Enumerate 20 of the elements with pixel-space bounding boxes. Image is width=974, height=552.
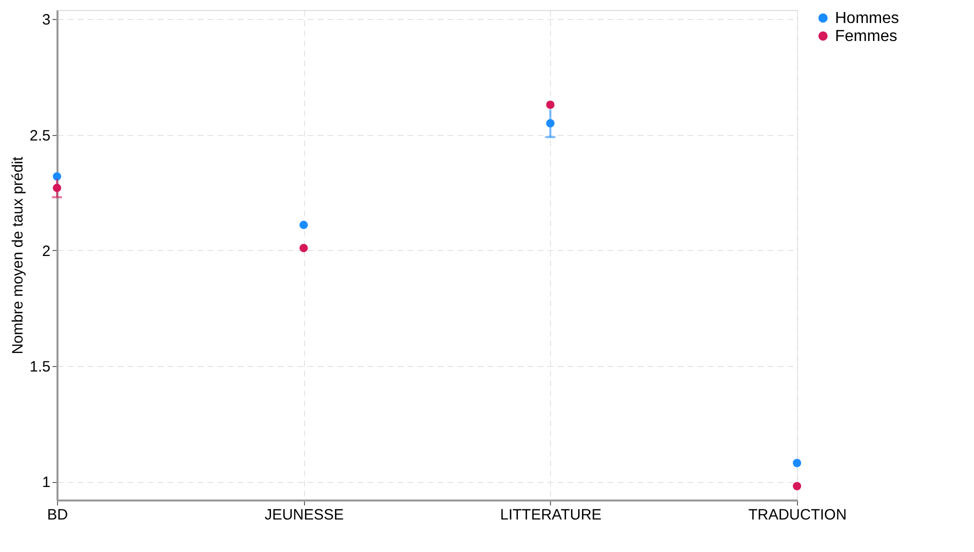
x-tick-label: TRADUCTION: [748, 506, 847, 524]
legend-label: Femmes: [835, 28, 898, 45]
legend-label: Hommes: [835, 10, 900, 27]
y-axis-title: Nombre moyen de taux prédit: [10, 156, 27, 354]
x-tick-label: JEUNESSE: [264, 506, 344, 524]
point: [792, 482, 802, 490]
y-tick-label: 1.5: [30, 358, 50, 376]
point: [299, 244, 308, 252]
x-tick-label: BD: [47, 506, 68, 524]
point: [299, 220, 308, 230]
point: [792, 458, 802, 468]
x-tick-label: LITTERATURE: [500, 506, 602, 524]
point: [546, 119, 555, 128]
y-tick-label: 2.5: [30, 127, 50, 144]
point: [52, 172, 62, 181]
y-tick-label: 1: [42, 474, 50, 492]
point: [546, 100, 555, 109]
y-tick-label: 2: [42, 242, 50, 260]
y-tick-label: 3: [42, 12, 50, 29]
point: [52, 184, 62, 192]
